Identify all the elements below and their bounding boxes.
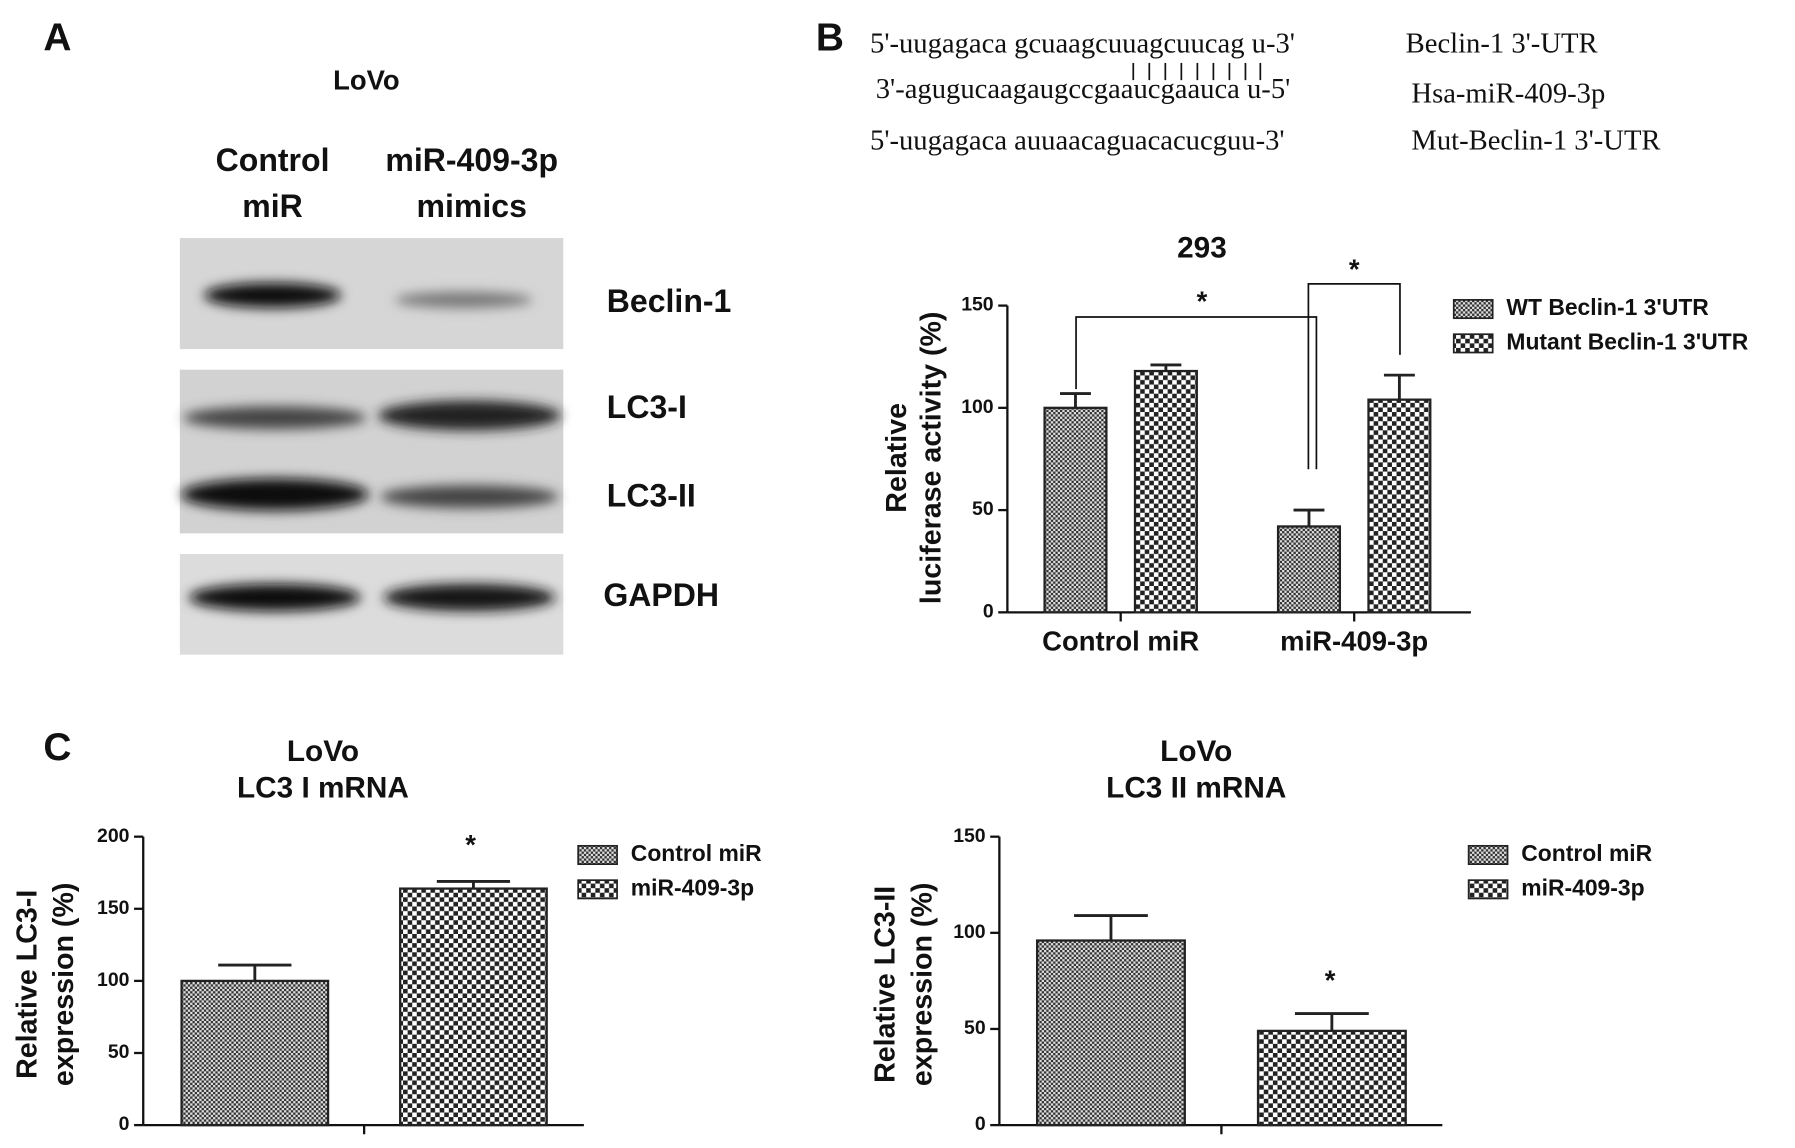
x-tick-label: Control miR bbox=[1042, 625, 1199, 656]
sequence: 5'-uugagaca auuaacaguacacucguu-3' bbox=[870, 126, 1285, 157]
panel-letter: B bbox=[816, 16, 844, 59]
bar bbox=[1256, 1029, 1407, 1127]
y-tick-label: 50 bbox=[964, 1017, 986, 1039]
band-label: LC3-II bbox=[607, 477, 696, 513]
cell-line: LoVo bbox=[333, 65, 400, 96]
band-label: Beclin-1 bbox=[607, 283, 732, 319]
y-axis-label: Relative LC3-II bbox=[870, 886, 902, 1083]
y-tick-label: 150 bbox=[961, 294, 994, 316]
chart-title: LC3 I mRNA bbox=[237, 772, 409, 805]
band-label: GAPDH bbox=[603, 577, 719, 613]
y-tick-label: 50 bbox=[972, 498, 994, 520]
legend-swatch bbox=[1452, 299, 1494, 320]
y-tick-label: 100 bbox=[961, 396, 994, 418]
x-tick-label: miR-409-3p bbox=[1280, 625, 1428, 656]
band-label: LC3-I bbox=[607, 389, 687, 425]
legend-label: Control miR bbox=[631, 840, 762, 866]
y-axis-label: luciferase activity (%) bbox=[916, 312, 948, 605]
significance-star: * bbox=[1197, 286, 1208, 317]
y-tick-label: 150 bbox=[953, 825, 986, 847]
lane-label: miR bbox=[242, 188, 303, 224]
y-axis-label: Relative bbox=[881, 403, 913, 513]
y-tick-label: 100 bbox=[953, 921, 986, 943]
legend-swatch bbox=[577, 879, 618, 900]
lane-label: Control bbox=[216, 142, 330, 178]
legend-swatch bbox=[1467, 844, 1509, 866]
panel-letter: C bbox=[43, 726, 71, 769]
y-tick-label: 50 bbox=[108, 1041, 130, 1063]
bar bbox=[180, 979, 330, 1127]
bar bbox=[1276, 525, 1342, 614]
lane-label: mimics bbox=[417, 188, 527, 224]
legend-label: miR-409-3p bbox=[1521, 874, 1644, 900]
sequence: 3'-agugucaagaugccgaaucgaauca u-5' bbox=[876, 74, 1291, 105]
chart-title: LC3 II mRNA bbox=[1106, 772, 1286, 805]
sequence-label: Beclin-1 3'-UTR bbox=[1406, 28, 1599, 59]
sequence-label: Hsa-miR-409-3p bbox=[1411, 79, 1605, 110]
legend-swatch bbox=[577, 844, 618, 866]
panel-letter: A bbox=[43, 16, 71, 59]
bar bbox=[399, 887, 548, 1127]
y-axis-label: expression (%) bbox=[906, 883, 938, 1087]
significance-star: * bbox=[1325, 964, 1336, 995]
legend-label: WT Beclin-1 3'UTR bbox=[1506, 294, 1709, 320]
legend-swatch bbox=[1467, 879, 1509, 900]
chart-title: LoVo bbox=[1160, 735, 1232, 768]
significance-star: * bbox=[1349, 254, 1360, 285]
y-tick-label: 0 bbox=[983, 600, 994, 622]
y-axis-label: Relative LC3-I bbox=[11, 890, 43, 1079]
sequence-label: Mut-Beclin-1 3'-UTR bbox=[1411, 126, 1661, 157]
base-pairs bbox=[1132, 62, 1262, 81]
bar bbox=[1043, 406, 1108, 614]
y-tick-label: 150 bbox=[97, 897, 130, 919]
lane-label: miR-409-3p bbox=[385, 142, 558, 178]
legend-swatch bbox=[1452, 333, 1494, 354]
y-tick-label: 0 bbox=[975, 1113, 986, 1135]
chart-title: LoVo bbox=[287, 735, 359, 768]
bar bbox=[1367, 398, 1432, 614]
legend-label: miR-409-3p bbox=[631, 874, 754, 900]
blot bbox=[179, 238, 564, 655]
significance-star: * bbox=[465, 829, 476, 860]
y-axis-label: expression (%) bbox=[48, 883, 80, 1087]
legend-label: Control miR bbox=[1521, 840, 1652, 866]
bar bbox=[1133, 369, 1198, 614]
significance-bracket bbox=[1075, 282, 1401, 470]
y-tick-label: 200 bbox=[97, 825, 130, 847]
bar bbox=[1035, 939, 1186, 1127]
y-tick-label: 0 bbox=[119, 1113, 130, 1135]
legend-label: Mutant Beclin-1 3'UTR bbox=[1506, 328, 1748, 354]
y-tick-label: 100 bbox=[97, 969, 130, 991]
sequence: 5'-uugagaca gcuaagcuuagcuucag u-3' bbox=[870, 28, 1295, 59]
chart-title: 293 bbox=[1177, 231, 1227, 264]
